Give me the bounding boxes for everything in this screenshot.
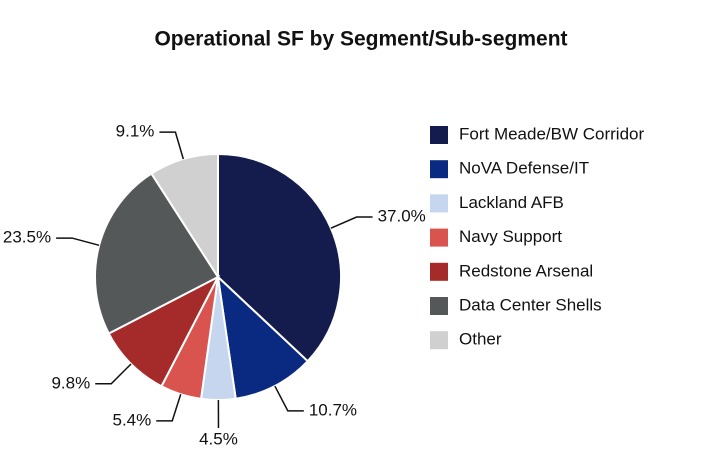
leader-line <box>56 237 100 247</box>
data-label: 10.7% <box>309 400 357 419</box>
data-label: 5.4% <box>112 410 151 429</box>
legend-label: Navy Support <box>459 227 562 246</box>
chart-title: Operational SF by Segment/Sub-segment <box>154 28 567 51</box>
pie-slice <box>94 172 220 335</box>
data-label: 4.5% <box>199 429 238 448</box>
leader-line <box>330 216 373 229</box>
legend-swatch <box>430 262 448 281</box>
pie-slice <box>107 274 221 388</box>
legend-swatch <box>430 331 448 350</box>
legend-swatch <box>430 160 448 179</box>
legend-swatch <box>430 194 448 213</box>
leader-line <box>95 363 132 385</box>
legend-label: Redstone Arsenal <box>459 261 593 280</box>
pie-slice <box>150 152 219 281</box>
legend-label: Data Center Shells <box>459 295 602 314</box>
legend-swatch <box>430 126 448 144</box>
pie-slice <box>216 274 310 400</box>
legend-label: Lackland AFB <box>459 193 564 212</box>
legend-swatch <box>430 228 448 247</box>
legend-label: NoVA Defense/IT <box>459 159 589 178</box>
legend-swatch <box>430 297 448 315</box>
legend-label: Fort Meade/BW Corridor <box>459 124 644 143</box>
leader-line <box>159 131 185 160</box>
legend-label: Other <box>459 330 502 349</box>
leader-line <box>274 385 304 412</box>
leader-line <box>156 393 182 422</box>
pie-slice <box>217 152 342 363</box>
data-label: 9.1% <box>116 122 155 141</box>
data-label: 37.0% <box>378 207 426 226</box>
data-label: 23.5% <box>3 228 51 247</box>
data-label: 9.8% <box>51 373 90 392</box>
